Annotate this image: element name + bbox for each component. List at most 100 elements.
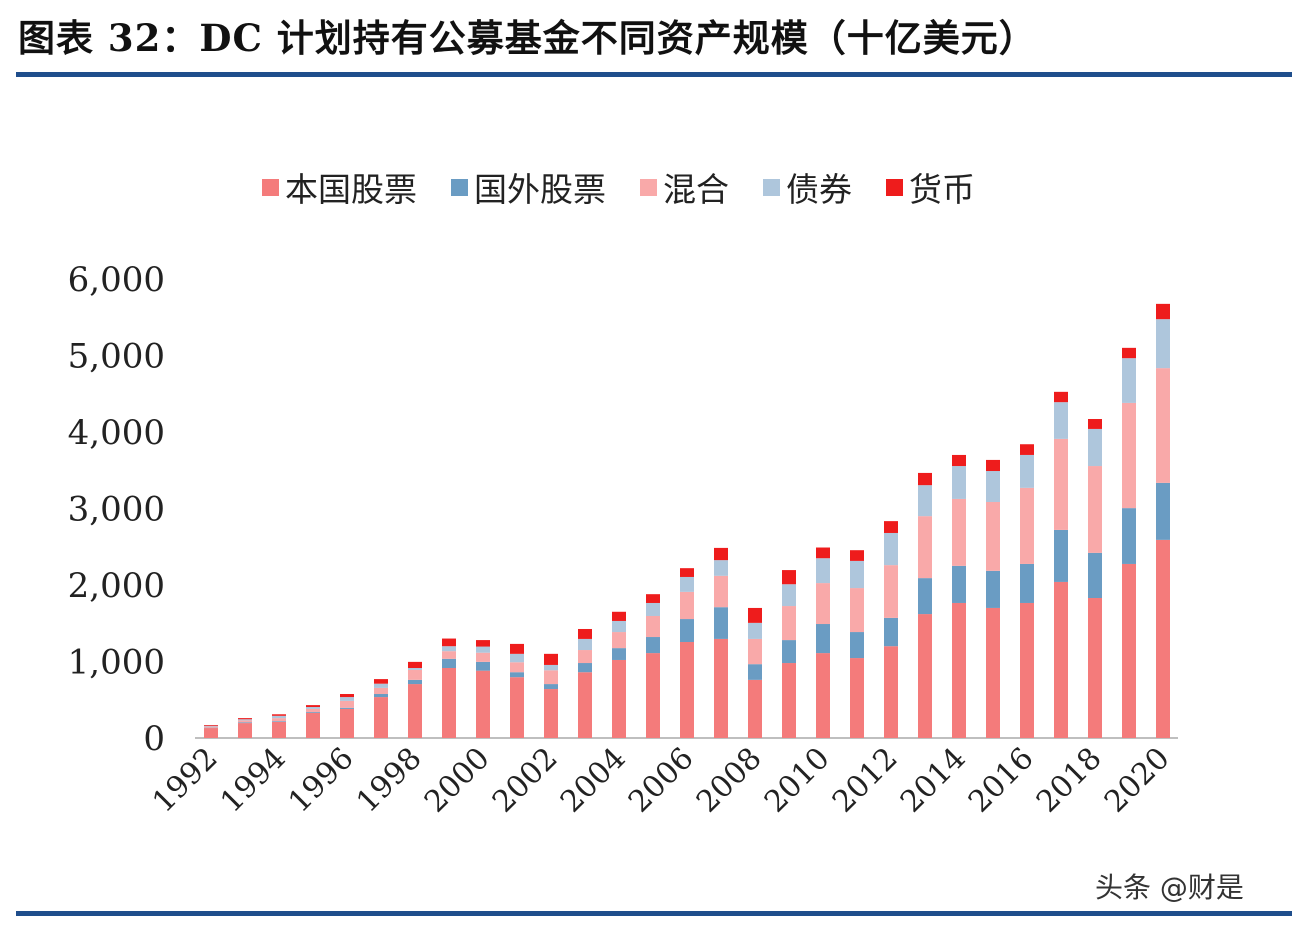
bar-segment xyxy=(748,679,762,738)
bar-segment xyxy=(918,485,932,517)
bar-segment xyxy=(986,570,1000,608)
chart-title: 图表 32：DC 计划持有公募基金不同资产规模（十亿美元） xyxy=(18,16,1037,60)
bar-segment xyxy=(850,560,864,589)
y-tick-label: 3,000 xyxy=(68,490,165,530)
bar-segment xyxy=(238,718,252,720)
bar-segment xyxy=(340,697,354,701)
y-tick-label: 5,000 xyxy=(68,337,165,377)
bar-segment xyxy=(306,711,320,713)
legend-swatch xyxy=(886,178,903,196)
x-tick-label: 2008 xyxy=(690,741,769,820)
legend-swatch xyxy=(640,178,657,196)
bar-segment xyxy=(816,624,830,654)
bar-segment xyxy=(714,560,728,576)
bar-segment xyxy=(306,712,320,738)
bar-segment xyxy=(986,459,1000,472)
bar-segment xyxy=(646,653,660,738)
bar-segment xyxy=(1156,482,1170,540)
bar-segment xyxy=(680,576,694,592)
watermark: 头条 @财是 xyxy=(1095,871,1244,904)
bar-segment xyxy=(510,677,524,738)
bar-segment xyxy=(952,602,966,738)
bar-segment xyxy=(1156,539,1170,738)
bar-segment xyxy=(408,679,422,685)
legend-label: 货币 xyxy=(909,170,975,209)
bar-segment xyxy=(408,684,422,738)
bar-segment xyxy=(782,640,796,664)
bar-segment xyxy=(612,620,626,633)
bar-segment xyxy=(1054,391,1068,403)
x-tick-label: 1996 xyxy=(282,741,361,820)
bar-segment xyxy=(544,653,558,665)
bar-segment xyxy=(1088,418,1102,429)
bar-segment xyxy=(680,619,694,642)
x-tick-label: 2012 xyxy=(826,741,905,820)
bar-segment xyxy=(442,651,456,659)
bar-segment xyxy=(204,726,218,728)
bar-segment xyxy=(476,646,490,653)
legend-item: 本国股票 xyxy=(262,163,417,211)
bar-segment xyxy=(1020,487,1034,564)
bar-segment xyxy=(272,721,286,738)
legend-item: 货币 xyxy=(886,163,975,211)
bar-segment xyxy=(306,707,320,709)
y-tick-label: 6,000 xyxy=(68,260,165,300)
bar-segment xyxy=(748,638,762,665)
bar-segment xyxy=(714,638,728,738)
bar-segment xyxy=(748,607,762,623)
bar-segment xyxy=(238,723,252,738)
bar-segment xyxy=(1122,402,1136,509)
bar-segment xyxy=(884,646,898,738)
bar-segment xyxy=(918,472,932,486)
bar-segment xyxy=(952,454,966,467)
legend-swatch xyxy=(262,178,279,196)
bar-segment xyxy=(544,670,558,685)
bar-segment xyxy=(884,521,898,533)
bar-segment xyxy=(340,708,354,738)
bar-segment xyxy=(646,637,660,654)
bar-segment xyxy=(1020,602,1034,738)
bar-segment xyxy=(884,617,898,647)
bar-segment xyxy=(748,622,762,639)
bar-segment xyxy=(272,714,286,716)
bar-segment xyxy=(850,550,864,561)
y-tick-label: 0 xyxy=(143,719,165,759)
bar-segment xyxy=(272,715,286,719)
bar-segment xyxy=(986,607,1000,738)
bar-segment xyxy=(476,640,490,647)
y-tick-label: 4,000 xyxy=(68,413,165,453)
bar-segment xyxy=(952,498,966,566)
x-tick-label: 2020 xyxy=(1098,741,1177,820)
bar-segment xyxy=(408,669,422,680)
bar-segment xyxy=(714,575,728,608)
bar-segment xyxy=(884,565,898,618)
bar-segment xyxy=(850,588,864,633)
bar-segment xyxy=(782,584,796,607)
bar-segment xyxy=(374,694,388,698)
bar-segment xyxy=(816,558,830,584)
y-tick-label: 2,000 xyxy=(68,566,165,606)
x-tick-label: 2004 xyxy=(554,741,633,820)
bar-segment xyxy=(1122,347,1136,359)
bar-segment xyxy=(238,722,252,724)
bar-segment xyxy=(1054,581,1068,738)
bar-segment xyxy=(1122,508,1136,564)
x-tick-label: 2016 xyxy=(962,741,1041,820)
legend-label: 本国股票 xyxy=(285,170,417,209)
bar-segment xyxy=(544,689,558,738)
bar-segment xyxy=(374,683,388,688)
legend: 本国股票 国外股票 混合 债券 货币 xyxy=(262,163,975,211)
x-tick-label: 2002 xyxy=(486,741,565,820)
bar-segment xyxy=(714,547,728,561)
x-tick-label: 2018 xyxy=(1030,741,1109,820)
bar-segment xyxy=(952,565,966,603)
bar-segment xyxy=(1088,598,1102,738)
bar-segment xyxy=(646,594,660,603)
bottom-rule xyxy=(16,911,1292,916)
bar-segment xyxy=(816,583,830,625)
legend-label: 国外股票 xyxy=(474,170,606,209)
bar-segment xyxy=(1088,428,1102,467)
bar-segment xyxy=(408,661,422,669)
bar-segment xyxy=(952,466,966,499)
